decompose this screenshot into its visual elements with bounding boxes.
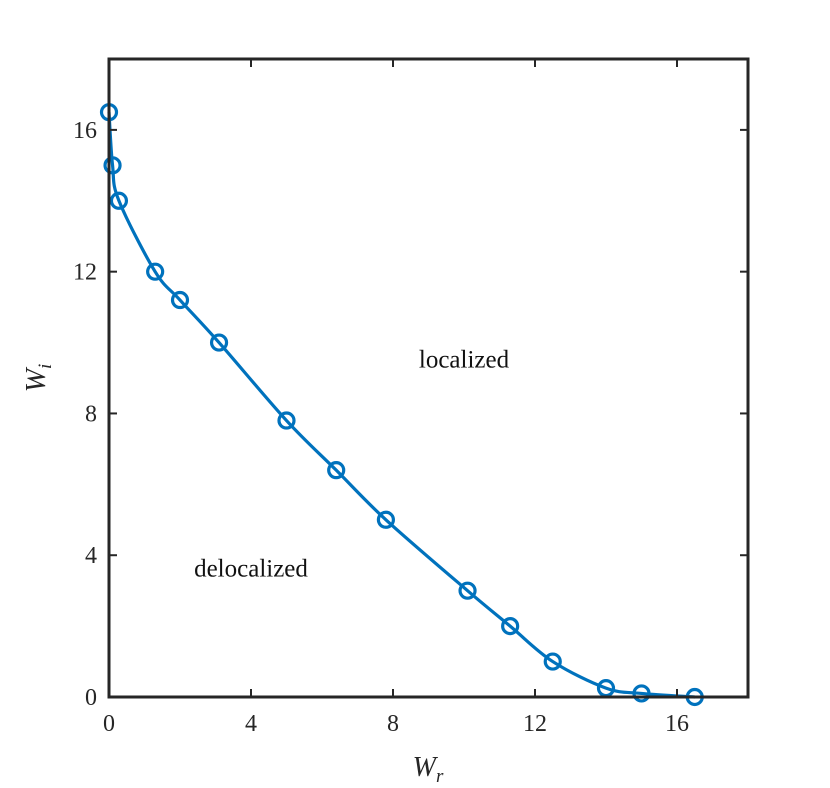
data-point bbox=[327, 461, 346, 480]
data-point bbox=[209, 333, 229, 352]
data-point bbox=[501, 617, 520, 636]
data-point bbox=[277, 411, 296, 430]
x-axis-label-sub: r bbox=[436, 766, 444, 787]
x-axis-label: Wr bbox=[413, 752, 444, 787]
data-point bbox=[543, 652, 562, 671]
y-axis-label: Wi bbox=[21, 364, 56, 393]
plot-layer bbox=[99, 103, 704, 707]
y-tick-label: 16 bbox=[73, 118, 97, 144]
region-label: delocalized bbox=[194, 555, 308, 582]
data-point bbox=[103, 156, 122, 175]
x-tick-label: 8 bbox=[387, 711, 399, 737]
y-tick-label: 0 bbox=[85, 685, 97, 711]
y-axis-label-main: W bbox=[21, 366, 52, 392]
data-point bbox=[146, 262, 165, 281]
annotations-layer: localized delocalized bbox=[194, 346, 510, 582]
x-tick-label: 4 bbox=[245, 711, 257, 737]
data-point bbox=[376, 510, 395, 529]
data-point bbox=[458, 581, 477, 600]
y-axis-label-sub: i bbox=[35, 364, 56, 369]
ticks-layer: 0 4 8 12 16 0 4 8 12 16 bbox=[73, 59, 748, 737]
y-tick-label: 8 bbox=[85, 401, 97, 427]
data-point bbox=[109, 191, 129, 210]
x-tick-label: 0 bbox=[103, 711, 115, 737]
y-tick-label: 4 bbox=[85, 543, 97, 569]
data-point bbox=[632, 684, 651, 703]
series-line bbox=[107, 112, 695, 699]
region-label: localized bbox=[419, 346, 510, 373]
x-tick-label: 16 bbox=[665, 711, 689, 737]
axes-box bbox=[107, 57, 750, 699]
x-tick-label: 12 bbox=[523, 711, 547, 737]
data-point bbox=[170, 290, 190, 310]
y-tick-label: 12 bbox=[73, 260, 97, 286]
x-axis-label-main: W bbox=[413, 752, 439, 783]
